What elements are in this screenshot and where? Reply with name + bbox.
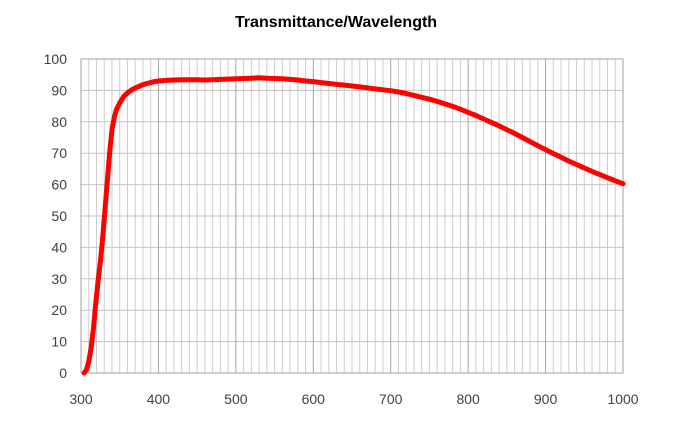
y-tick-label: 60 <box>51 177 67 193</box>
y-tick-label: 50 <box>51 208 67 224</box>
y-tick-label: 0 <box>59 365 67 381</box>
y-tick-label: 80 <box>51 114 67 130</box>
x-tick-label: 400 <box>147 391 171 407</box>
x-tick-label: 300 <box>69 391 93 407</box>
x-tick-label: 500 <box>224 391 248 407</box>
y-tick-label: 30 <box>51 271 67 287</box>
y-tick-label: 40 <box>51 239 67 255</box>
x-tick-label: 800 <box>456 391 480 407</box>
y-tick-label: 10 <box>51 334 67 350</box>
x-tick-label: 600 <box>302 391 326 407</box>
series-line-transmittance <box>81 75 626 376</box>
y-tick-label: 70 <box>51 145 67 161</box>
x-tick-label: 1000 <box>607 391 638 407</box>
y-tick-label: 100 <box>44 51 68 67</box>
x-tick-label: 900 <box>534 391 558 407</box>
y-tick-label: 20 <box>51 302 67 318</box>
x-tick-label: 700 <box>379 391 403 407</box>
y-tick-label: 90 <box>51 82 67 98</box>
chart-title: Transmittance/Wavelength <box>234 14 438 31</box>
plot-border <box>80 58 624 374</box>
